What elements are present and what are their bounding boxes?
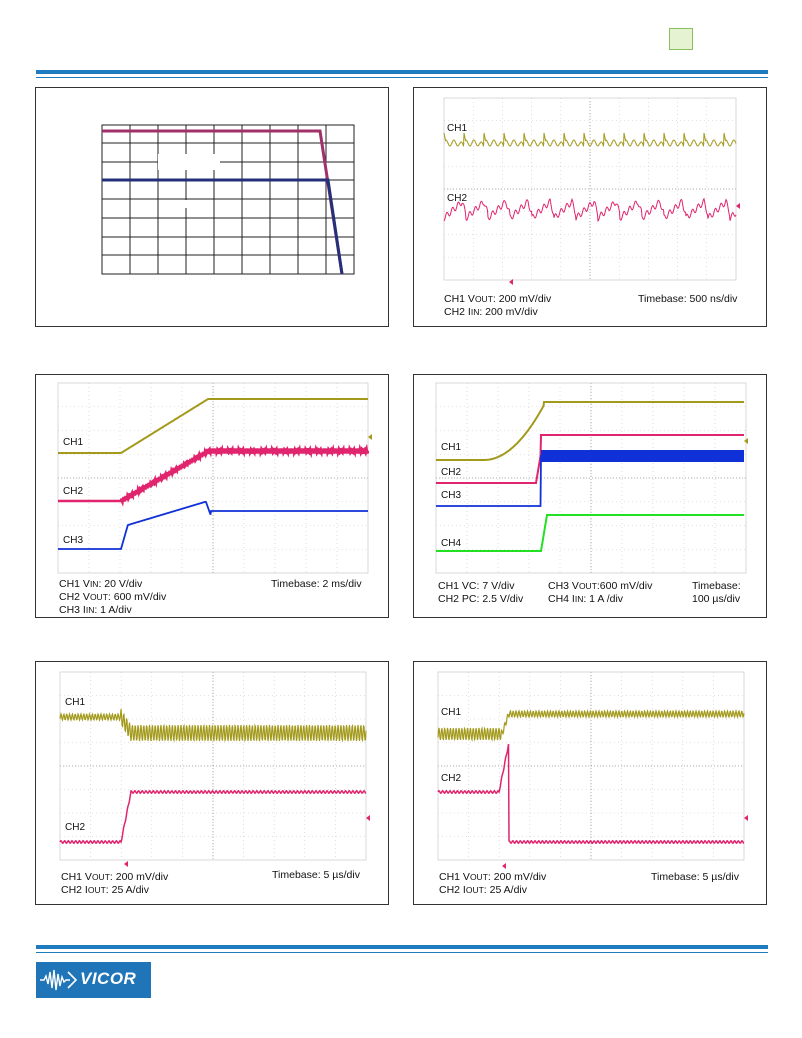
caption-ch2: CH2 IOUT: 25 A/div [61, 884, 149, 896]
ch4-label: CH4 [441, 538, 462, 549]
scope-panel-load-step-up: CH1 CH2 CH1 VOUT: 200 mV/div CH2 IOUT: 2… [35, 661, 389, 905]
scope-frame [59, 671, 367, 861]
caption-ch1: CH1 VOUT: 200 mV/div [61, 871, 169, 883]
scope-frame [443, 97, 737, 281]
header-rule [36, 70, 768, 74]
scope-screen-4 [435, 382, 748, 574]
timebase-label: Timebase: 500 ns/div [638, 293, 738, 305]
ch2-trace [59, 789, 367, 845]
ch1-trace [443, 132, 737, 147]
ch2-marker [744, 815, 748, 821]
scope-graticule [436, 383, 746, 573]
ch2-trace [437, 743, 745, 845]
derating-line-upper [102, 129, 344, 275]
ch2-label: CH2 [441, 467, 462, 478]
ch2-label: CH2 [441, 773, 462, 784]
ch1-trace [58, 398, 368, 454]
scope-panel-ripple: CH1 CH2 CH1 VOUT: 200 mV/div CH2 IIN: 20… [413, 87, 767, 327]
caption-ch3: CH3 VOUT:600 mV/div [548, 580, 653, 592]
ch1-label: CH1 [441, 707, 462, 718]
footer-rule-thin [36, 952, 768, 953]
scope-screen-3 [57, 382, 372, 574]
timebase-value: 100 µs/div [692, 593, 741, 605]
ch3-label: CH3 [63, 535, 84, 546]
scope-panel-load-step-down: CH1 CH2 CH1 VOUT: 200 mV/div CH2 IOUT: 2… [413, 661, 767, 905]
timebase-label: Timebase: 2 ms/div [271, 578, 362, 590]
scope-frame [57, 382, 369, 574]
caption-ch2: CH2 VOUT: 600 mV/div [59, 591, 167, 603]
derating-chart [101, 124, 355, 275]
trigger-marker [502, 863, 506, 869]
derating-chart-grid [101, 124, 355, 275]
scope-graticule [444, 98, 736, 280]
scope-screen-2 [443, 97, 740, 285]
caption-ch4: CH4 IIN: 1 A /div [548, 593, 624, 605]
derating-line-lower [102, 178, 344, 275]
caption-ch1: CH1 VC: 7 V/div [438, 580, 515, 592]
chart-label-blank [158, 154, 220, 170]
caption-ch2: CH2 IOUT: 25 A/div [439, 884, 527, 896]
ch1-label: CH1 [63, 437, 84, 448]
footer-rule [36, 945, 768, 949]
ch1-trace [436, 401, 744, 461]
vicor-logo: VICOR [36, 962, 151, 998]
ch2-trace [443, 197, 737, 223]
header-rule-thin [36, 77, 768, 78]
ch2-marker [366, 815, 370, 821]
caption-ch2: CH2 PC: 2.5 V/div [438, 593, 524, 605]
ch1-label: CH1 [447, 123, 468, 134]
scope-panel-startup: CH1 CH2 CH3 CH1 VIN: 20 V/div CH2 VOUT: … [35, 374, 389, 618]
ch1-trace [437, 708, 745, 742]
caption-ch1: CH1 VIN: 20 V/div [59, 578, 143, 590]
scope-panel-enable: CH1 CH2 CH3 CH4 CH1 VC: 7 V/div CH2 PC: … [413, 374, 767, 618]
caption-ch3: CH3 IIN: 1 A/div [59, 604, 132, 616]
logo-wave-icon [40, 969, 78, 991]
trigger-marker [124, 861, 128, 867]
ch3-label: CH3 [441, 490, 462, 501]
scope-graticule [60, 672, 366, 860]
scope-frame [435, 382, 747, 574]
timebase-label: Timebase: 5 µs/div [651, 871, 739, 883]
ch2-marker [736, 203, 740, 209]
scope-screen-5 [59, 671, 370, 867]
scope-graticule [58, 383, 368, 573]
logo-text: VICOR [80, 969, 137, 988]
ch1-marker [744, 438, 748, 444]
caption-ch2: CH2 IIN: 200 mV/div [444, 306, 538, 318]
ch3-trace-band [541, 450, 744, 462]
ch1-label: CH1 [441, 442, 462, 453]
ch2-label: CH2 [447, 193, 468, 204]
ch2-trace [436, 434, 744, 484]
ch4-trace [436, 514, 744, 552]
ch2-label: CH2 [65, 822, 86, 833]
ch1-label: CH1 [65, 697, 86, 708]
ch2-trace [58, 443, 370, 507]
ch2-label: CH2 [63, 486, 84, 497]
scope-graticule [438, 672, 744, 860]
header-marker-box [669, 28, 693, 50]
trigger-marker [509, 279, 513, 285]
timebase-label: Timebase: [692, 580, 741, 592]
ch3-trace [58, 500, 368, 550]
timebase-label: Timebase: 5 µs/div [272, 869, 360, 881]
scope-screen-6 [437, 671, 748, 869]
derating-chart-panel [35, 87, 389, 327]
scope-frame [437, 671, 745, 861]
ch1-trace [59, 708, 367, 743]
chart-label-blank-2 [176, 200, 194, 208]
ch3-trace [436, 454, 542, 507]
caption-ch1: CH1 VOUT: 200 mV/div [444, 293, 552, 305]
caption-ch1: CH1 VOUT: 200 mV/div [439, 871, 547, 883]
ch1-marker [368, 434, 372, 440]
